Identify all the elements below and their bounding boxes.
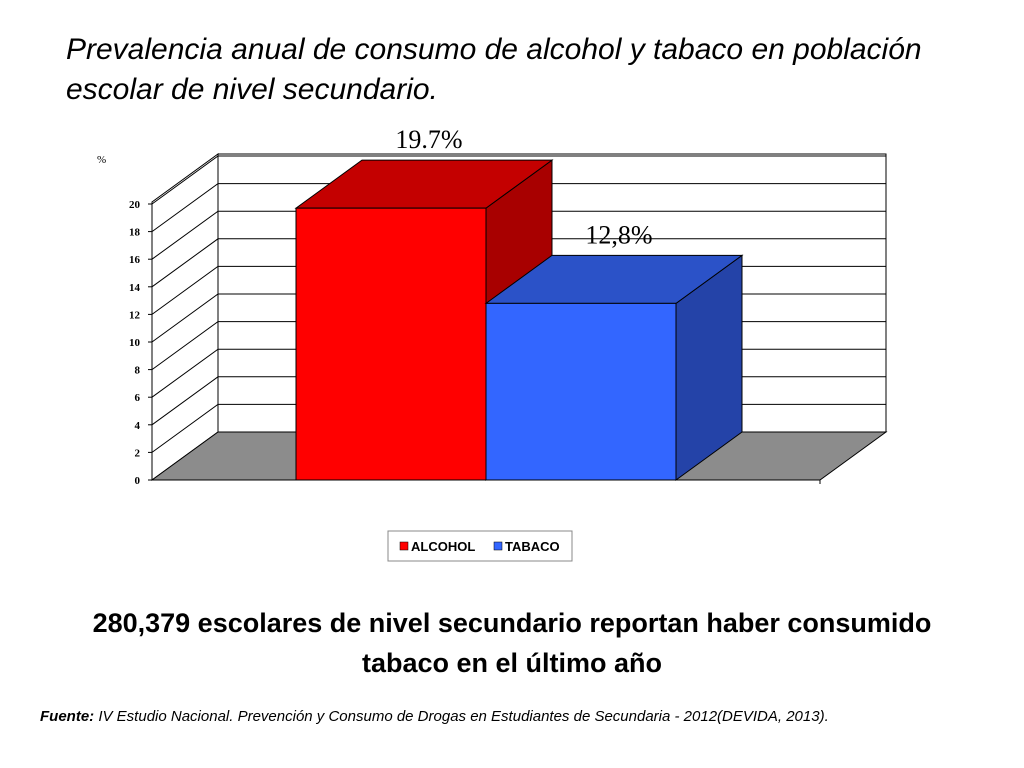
gridline [151,183,886,233]
y-tick-label: 18 [129,227,141,239]
y-tick-label: 16 [129,254,141,266]
source-label: Fuente: [40,708,95,725]
y-tick-label: 6 [135,392,141,404]
y-tick-label: 4 [135,420,141,432]
side-wall [151,153,219,481]
legend-swatch-alcohol [399,541,409,551]
y-tick-label: 10 [129,337,141,349]
y-tick-label: 12 [129,309,141,321]
data-labels: 19.7% 12,8% [395,125,652,249]
source-text: IV Estudio Nacional. Prevención y Consum… [94,708,829,725]
legend-swatch-tabaco [493,541,503,551]
summary-text: 280,379 escolares de nivel secundario re… [92,608,932,678]
y-tick-label: 14 [129,282,141,294]
bar-chart: % 0 2 4 6 8 10 12 14 16 18 20 19.7% 12,8% ALCOHOL TA… [97,125,888,562]
source-note: Fuente: IV Estudio Nacional. Prevención … [40,708,1000,725]
y-tick-label: 20 [129,199,141,211]
bar-tabaco [484,254,744,481]
data-label-alcohol: 19.7% [395,125,462,154]
gridline [151,210,886,260]
y-axis: % 0 2 4 6 8 10 12 14 16 18 20 [97,154,821,487]
legend-box [387,530,573,562]
chart-bars [294,159,744,481]
legend-label-tabaco: TABACO [505,539,560,554]
bar-front [485,302,677,481]
bar-front [295,207,487,481]
y-tick-label: 2 [135,447,141,459]
y-axis-unit-label: % [97,154,106,166]
data-label-tabaco: 12,8% [585,220,652,249]
gridline [151,155,886,205]
gridline [151,238,886,288]
legend-label-alcohol: ALCOHOL [411,539,475,554]
legend: ALCOHOL TABACO [387,530,573,562]
slide-title: Prevalencia anual de consumo de alcohol … [66,33,922,106]
y-tick-label: 0 [135,475,141,487]
y-tick-label: 8 [135,365,141,377]
